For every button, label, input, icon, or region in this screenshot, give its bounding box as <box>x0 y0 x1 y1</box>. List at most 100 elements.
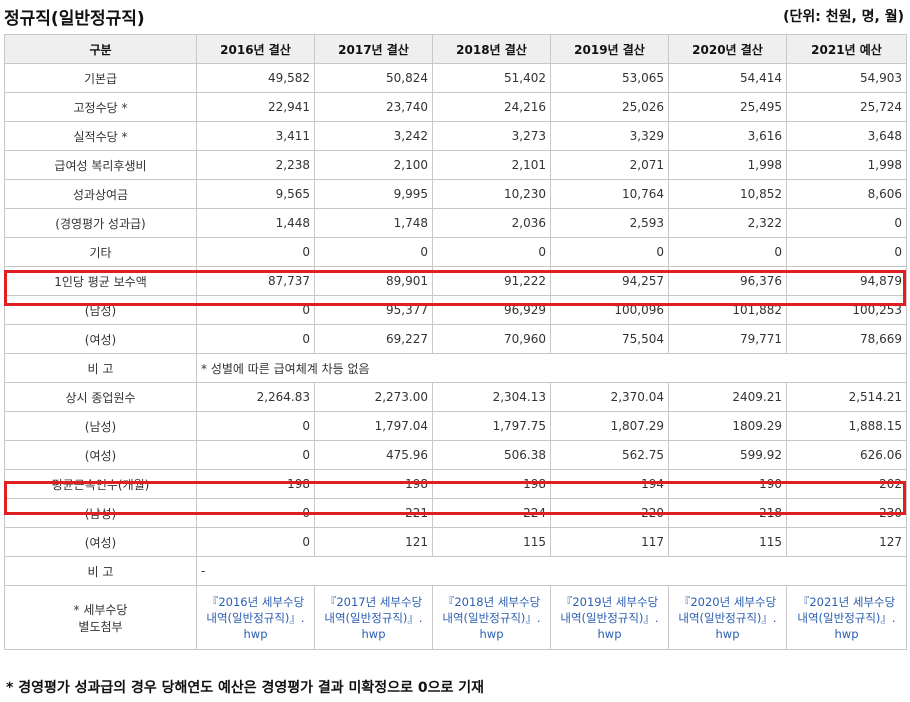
column-header: 2016년 결산 <box>196 34 315 64</box>
table-cell: 78,669 <box>786 324 907 354</box>
row-label: 1인당 평균 보수액 <box>4 266 197 296</box>
attachment-link-2020[interactable]: 『2020년 세부수당 내역(일반정규직)』. hwp <box>678 594 777 641</box>
table-cell: 0 <box>196 527 315 557</box>
row-label: 성과상여금 <box>4 179 197 209</box>
table-cell: 0 <box>196 411 315 441</box>
table-row: 상시 종업원수 2,264.83 2,273.00 2,304.13 2,370.04 2… <box>4 382 907 412</box>
salary-table: 구분 2016년 결산 2017년 결산 2018년 결산 2019년 결산 2… <box>4 34 907 650</box>
table-row: 고정수당 * 22,941 23,740 24,216 25,026 25,495 25,7… <box>4 92 907 122</box>
table-cell: 115 <box>432 527 551 557</box>
table-cell: 51,402 <box>432 63 551 93</box>
attachment-label: * 세부수당 별도첨부 <box>4 585 197 650</box>
row-label: (여성) <box>4 527 197 557</box>
table-row: * 세부수당 별도첨부 『2016년 세부수당 내역(일반정규직)』. hwp 『2… <box>4 585 907 650</box>
table-cell: 2,238 <box>196 150 315 180</box>
table-cell: 0 <box>196 440 315 470</box>
table-row: 평균근속연수(개월) 198 198 198 194 190 202 <box>4 469 907 499</box>
table-cell: 100,253 <box>786 295 907 325</box>
column-header: 2019년 결산 <box>550 34 669 64</box>
table-cell: 0 <box>196 324 315 354</box>
table-row: 비 고 * 성별에 따른 급여체계 차등 없음 <box>4 353 907 383</box>
column-header: 2020년 결산 <box>668 34 787 64</box>
table-row: 기본급 49,582 50,824 51,402 53,065 54,414 54,903 <box>4 63 907 93</box>
column-header: 구분 <box>4 34 197 64</box>
row-label: (남성) <box>4 295 197 325</box>
table-cell: 0 <box>432 237 551 267</box>
table-cell: 3,411 <box>196 121 315 151</box>
attachment-link-2016[interactable]: 『2016년 세부수당 내역(일반정규직)』. hwp <box>206 594 305 641</box>
table-cell: 25,724 <box>786 92 907 122</box>
row-label: (남성) <box>4 411 197 441</box>
table-cell: 1,448 <box>196 208 315 238</box>
attachment-link-2017[interactable]: 『2017년 세부수당 내역(일반정규직)』. hwp <box>324 594 423 641</box>
column-header: 2017년 결산 <box>314 34 433 64</box>
row-label: 기본급 <box>4 63 197 93</box>
row-label: (여성) <box>4 440 197 470</box>
table-cell: 506.38 <box>432 440 551 470</box>
table-cell: 127 <box>786 527 907 557</box>
attachment-cell: 『2019년 세부수당 내역(일반정규직)』. hwp <box>550 585 669 650</box>
table-cell: 599.92 <box>668 440 787 470</box>
table-cell: 94,257 <box>550 266 669 296</box>
attachment-label-line: 별도첨부 <box>78 619 123 634</box>
remark-text: - <box>196 556 907 586</box>
table-row: (경영평가 성과급) 1,448 1,748 2,036 2,593 2,322 0 <box>4 208 907 238</box>
table-cell: 25,026 <box>550 92 669 122</box>
table-cell: 1,998 <box>668 150 787 180</box>
table-cell: 10,852 <box>668 179 787 209</box>
attachment-cell: 『2018년 세부수당 내역(일반정규직)』. hwp <box>432 585 551 650</box>
table-cell: 2409.21 <box>668 382 787 412</box>
table-row: 급여성 복리후생비 2,238 2,100 2,101 2,071 1,998 1,998 <box>4 150 907 180</box>
table-cell: 198 <box>196 469 315 499</box>
table-cell: 9,995 <box>314 179 433 209</box>
row-label: 비 고 <box>4 556 197 586</box>
table-row: 실적수당 * 3,411 3,242 3,273 3,329 3,616 3,648 <box>4 121 907 151</box>
table-cell: 224 <box>432 498 551 528</box>
table-cell: 0 <box>196 498 315 528</box>
table-row: 성과상여금 9,565 9,995 10,230 10,764 10,852 8,606 <box>4 179 907 209</box>
row-label: 급여성 복리후생비 <box>4 150 197 180</box>
table-cell: 1,888.15 <box>786 411 907 441</box>
attachment-link-2019[interactable]: 『2019년 세부수당 내역(일반정규직)』. hwp <box>560 594 659 641</box>
table-cell: 54,903 <box>786 63 907 93</box>
table-cell: 89,901 <box>314 266 433 296</box>
table-cell: 75,504 <box>550 324 669 354</box>
table-header-row: 구분 2016년 결산 2017년 결산 2018년 결산 2019년 결산 2… <box>4 34 907 64</box>
salary-rows: 기본급 49,582 50,824 51,402 53,065 54,414 54,903 고… <box>4 63 907 354</box>
table-cell: 1,797.75 <box>432 411 551 441</box>
table-cell: 87,737 <box>196 266 315 296</box>
table-cell: 2,264.83 <box>196 382 315 412</box>
table-row: (남성) 0 221 224 220 218 230 <box>4 498 907 528</box>
table-cell: 2,322 <box>668 208 787 238</box>
table-cell: 121 <box>314 527 433 557</box>
row-label: (남성) <box>4 498 197 528</box>
table-cell: 221 <box>314 498 433 528</box>
table-cell: 70,960 <box>432 324 551 354</box>
table-cell: 1,797.04 <box>314 411 433 441</box>
attachment-link-2021[interactable]: 『2021년 세부수당 내역(일반정규직)』. hwp <box>797 594 896 641</box>
table-cell: 230 <box>786 498 907 528</box>
row-label: 평균근속연수(개월) <box>4 469 197 499</box>
table-cell: 23,740 <box>314 92 433 122</box>
table-cell: 96,929 <box>432 295 551 325</box>
table-cell: 115 <box>668 527 787 557</box>
table-cell: 91,222 <box>432 266 551 296</box>
table-cell: 117 <box>550 527 669 557</box>
table-row: (여성) 0 475.96 506.38 562.75 599.92 626.06 <box>4 440 907 470</box>
table-cell: 2,304.13 <box>432 382 551 412</box>
row-label: 실적수당 * <box>4 121 197 151</box>
table-cell: 2,101 <box>432 150 551 180</box>
table-cell: 96,376 <box>668 266 787 296</box>
table-cell: 562.75 <box>550 440 669 470</box>
table-cell: 3,648 <box>786 121 907 151</box>
attachment-link-2018[interactable]: 『2018년 세부수당 내역(일반정규직)』. hwp <box>442 594 541 641</box>
table-cell: 190 <box>668 469 787 499</box>
table-cell: 3,329 <box>550 121 669 151</box>
table-cell: 1,807.29 <box>550 411 669 441</box>
remark-text: * 성별에 따른 급여체계 차등 없음 <box>196 353 907 383</box>
attachment-cell: 『2020년 세부수당 내역(일반정규직)』. hwp <box>668 585 787 650</box>
row-label: (여성) <box>4 324 197 354</box>
table-cell: 53,065 <box>550 63 669 93</box>
row-label: 비 고 <box>4 353 197 383</box>
table-cell: 24,216 <box>432 92 551 122</box>
